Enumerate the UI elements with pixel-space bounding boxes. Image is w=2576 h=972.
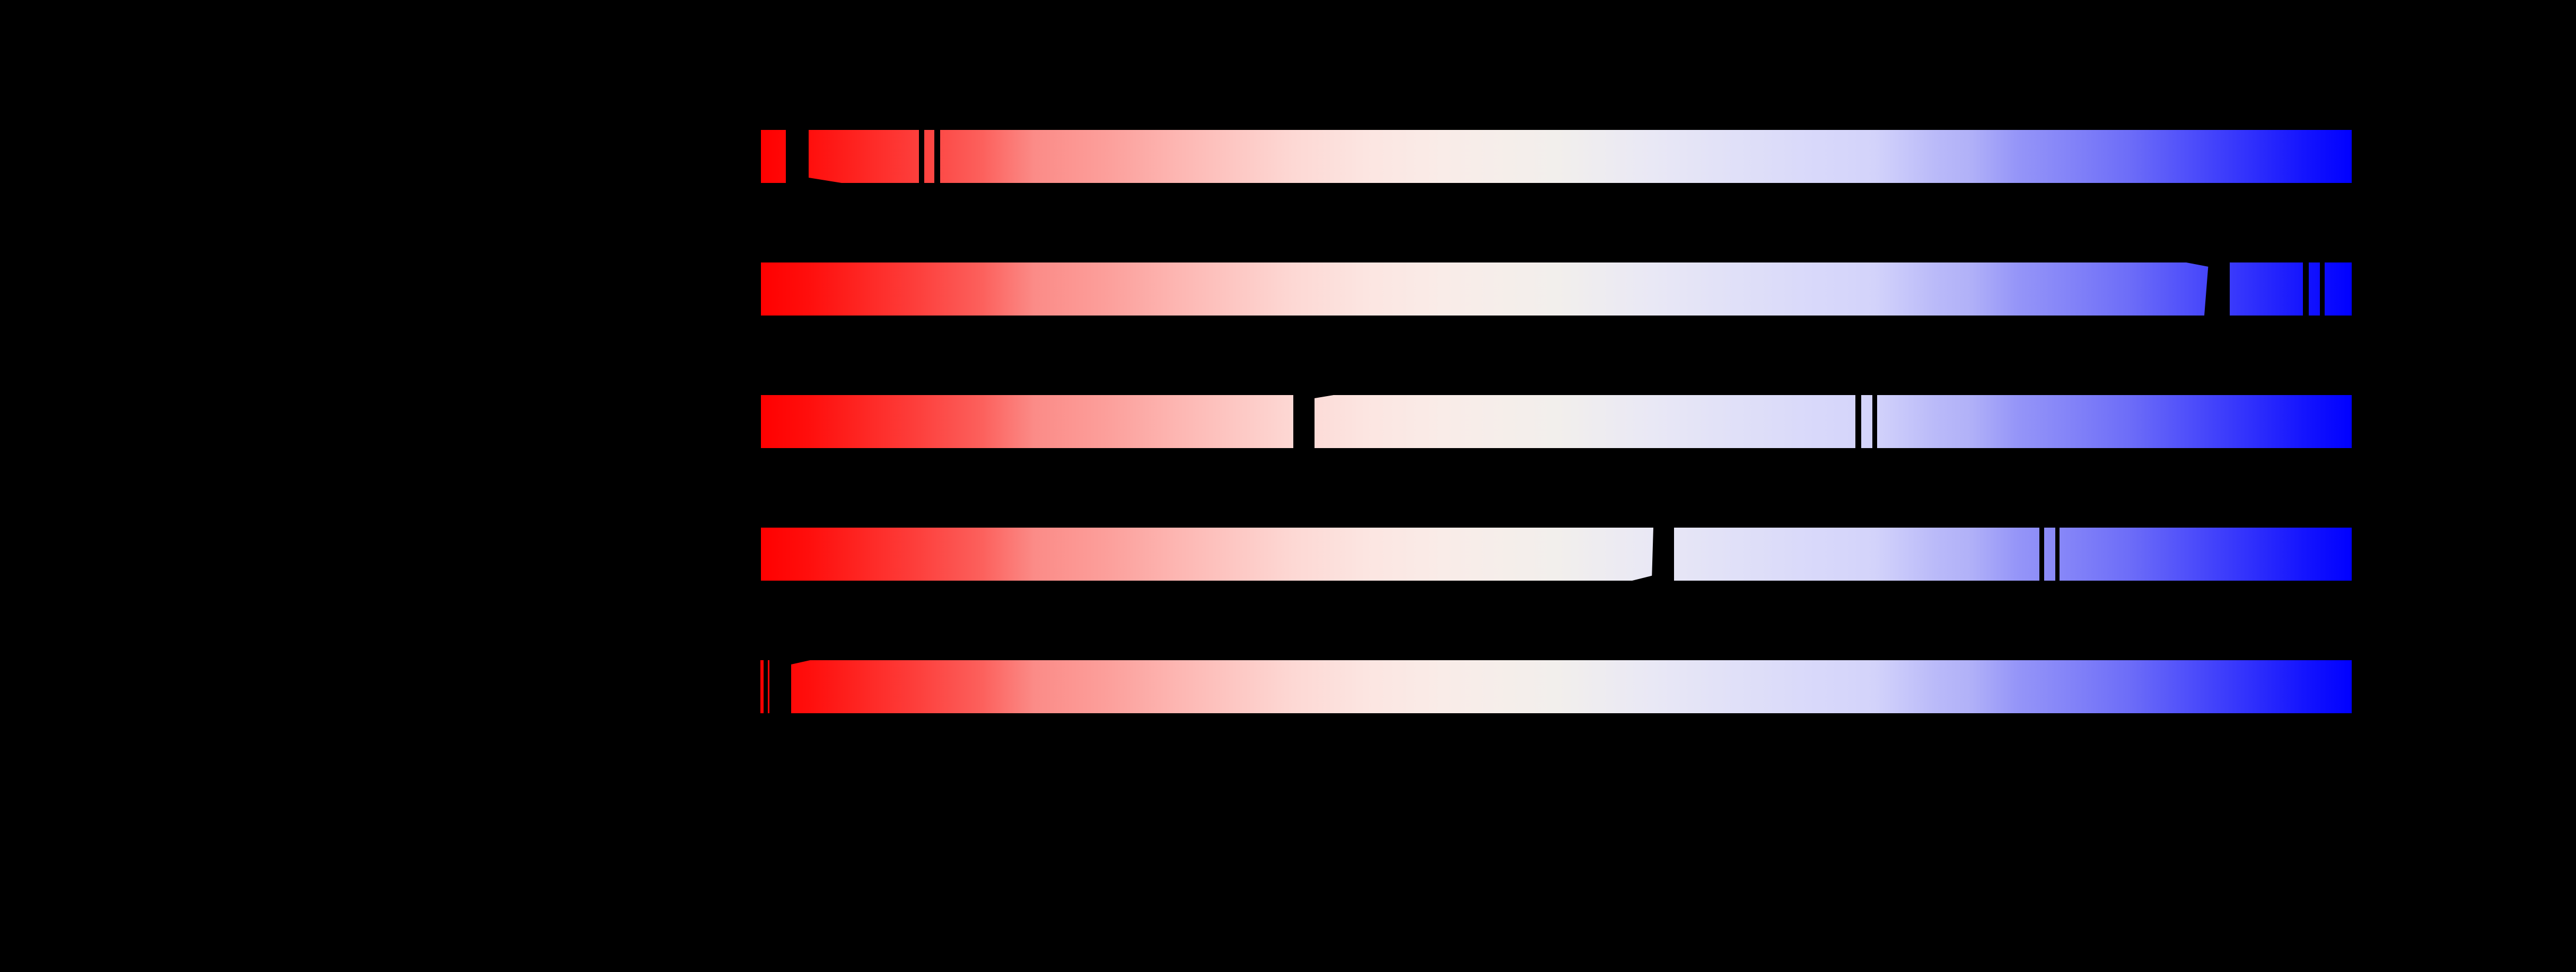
- gradient-strip-row-5: [760, 660, 2352, 713]
- corner-notch: [2204, 262, 2209, 316]
- corner-notch: [809, 178, 842, 183]
- gradient-strip-row-3: [760, 395, 2352, 448]
- strip-segment: [809, 130, 919, 183]
- corner-notch: [1632, 575, 1653, 581]
- strip-segment: [760, 660, 764, 713]
- strip-segment: [940, 130, 2352, 183]
- strip-segment: [924, 130, 934, 183]
- strip-segment: [1315, 395, 1855, 448]
- strip-segment: [791, 660, 2352, 713]
- gradient-strip-row-4: [760, 528, 2352, 581]
- strip-segment: [2325, 262, 2352, 316]
- gradient-strip-row-1: [760, 130, 2352, 183]
- strip-segment: [761, 528, 1653, 581]
- gradient-strip-row-2: [760, 262, 2352, 316]
- corner-notch: [791, 660, 810, 664]
- strip-segment: [761, 395, 1293, 448]
- strip-segment: [2044, 528, 2055, 581]
- corner-notch: [1315, 395, 1334, 398]
- strip-segment: [761, 262, 2209, 316]
- strip-segment: [1861, 395, 1872, 448]
- strip-segment: [1877, 395, 2352, 448]
- strip-segment: [761, 130, 786, 183]
- corner-notch: [1652, 528, 1653, 581]
- strip-segment: [2309, 262, 2320, 316]
- strip-segment: [2230, 262, 2303, 316]
- strip-segment: [768, 660, 769, 713]
- strip-segment: [2060, 528, 2352, 581]
- corner-notch: [2186, 262, 2209, 267]
- strip-segment: [1674, 528, 2039, 581]
